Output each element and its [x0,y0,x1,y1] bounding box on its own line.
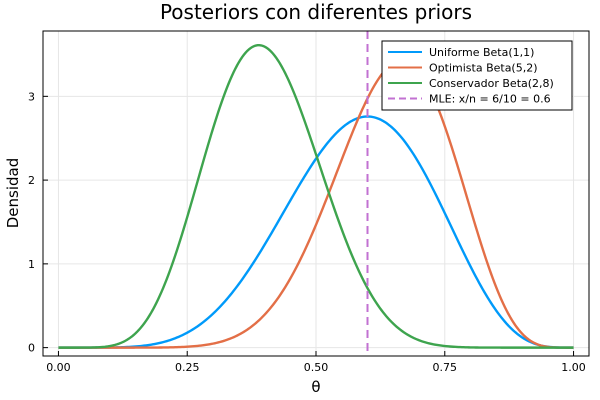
legend-label: MLE: x/n = 6/10 = 0.6 [429,93,551,106]
x-tick-label: 0.25 [175,361,200,374]
y-tick-label: 3 [28,90,35,103]
y-tick-label: 1 [28,258,35,271]
y-ticks: 0 1 2 3 [28,90,48,355]
x-axis-label: θ [311,378,320,396]
x-tick-label: 0.75 [433,361,458,374]
series-optimista-beta-5-2 [58,59,574,349]
legend: Uniforme Beta(1,1) Optimista Beta(5,2) Con… [381,40,573,111]
chart-title: Posteriors con diferentes priors [160,0,472,24]
legend-label: Conservador Beta(2,8) [429,77,554,90]
y-tick-label: 2 [28,174,35,187]
y-tick-label: 0 [28,342,35,355]
legend-label: Optimista Beta(5,2) [429,62,538,75]
x-tick-label: 0.00 [46,361,71,374]
x-tick-label: 0.50 [304,361,329,374]
series-conservador-beta-2-8 [58,43,574,349]
series-uniforme-beta-1-1 [58,115,574,349]
y-axis-label: Densidad [4,158,22,229]
legend-label: Uniforme Beta(1,1) [429,46,534,59]
x-tick-label: 1.00 [561,361,586,374]
x-ticks: 0.00 0.25 0.50 0.75 1.00 [46,351,586,374]
series-layer [58,31,574,356]
